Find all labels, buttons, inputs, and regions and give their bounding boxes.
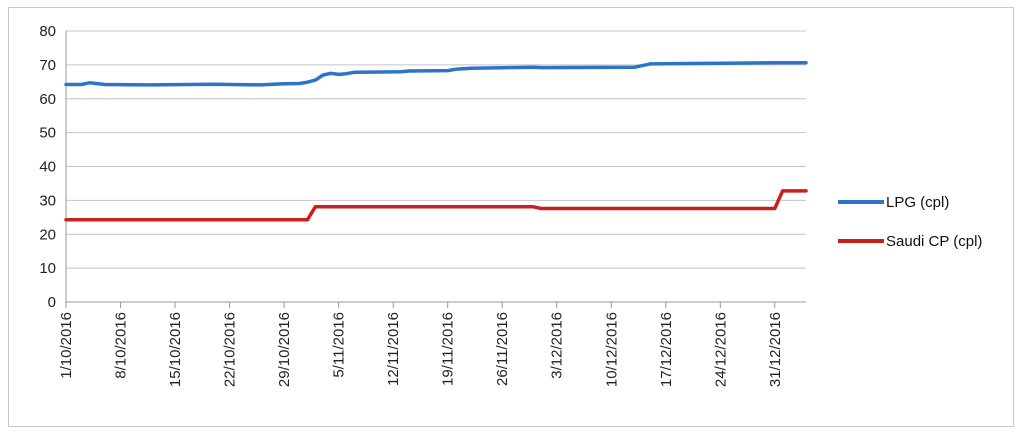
x-tick-label: 31/12/2016: [767, 312, 784, 387]
y-tick-label: 20: [39, 226, 56, 243]
x-tick-label: 8/10/2016: [113, 312, 130, 379]
y-tick-label: 80: [39, 23, 56, 40]
y-tick-label: 0: [48, 294, 56, 311]
x-tick-label: 24/12/2016: [712, 312, 729, 387]
y-tick-label: 70: [39, 57, 56, 74]
x-tick-label: 12/11/2016: [385, 312, 402, 386]
x-tick-label: 26/11/2016: [494, 312, 511, 386]
series-line-lpg: [64, 61, 808, 87]
legend: LPG (cpl) Saudi CP (cpl): [838, 194, 982, 250]
x-tick-label: 17/12/2016: [658, 312, 675, 387]
x-tick-label: 3/12/2016: [549, 312, 566, 379]
legend-label: Saudi CP (cpl): [886, 233, 982, 250]
x-tick-label: 19/11/2016: [440, 312, 457, 386]
x-tick-label: 29/10/2016: [276, 312, 293, 387]
x-tick-label: 10/12/2016: [603, 312, 620, 387]
chart-frame: [8, 7, 1014, 427]
x-tick-label: 15/10/2016: [167, 312, 184, 387]
y-tick-label: 60: [39, 91, 56, 108]
y-tick-label: 30: [39, 192, 56, 209]
series-lines: [64, 61, 808, 222]
x-tick-label: 22/10/2016: [222, 312, 239, 387]
y-tick-label: 10: [39, 260, 56, 277]
legend-label: LPG (cpl): [886, 194, 949, 211]
series-line-saudi-cp: [64, 189, 808, 222]
y-tick-label: 40: [39, 159, 56, 176]
x-axis: 1/10/2016 8/10/2016 15/10/2016 22/10/2016 29…: [58, 302, 784, 387]
x-tick-label: 1/10/2016: [58, 312, 75, 379]
y-axis: 0 10 20 30 40 50 60 70 80: [39, 23, 67, 311]
y-tick-label: 50: [39, 125, 56, 142]
x-tick-label: 5/11/2016: [331, 312, 348, 378]
gridlines: [66, 30, 806, 303]
